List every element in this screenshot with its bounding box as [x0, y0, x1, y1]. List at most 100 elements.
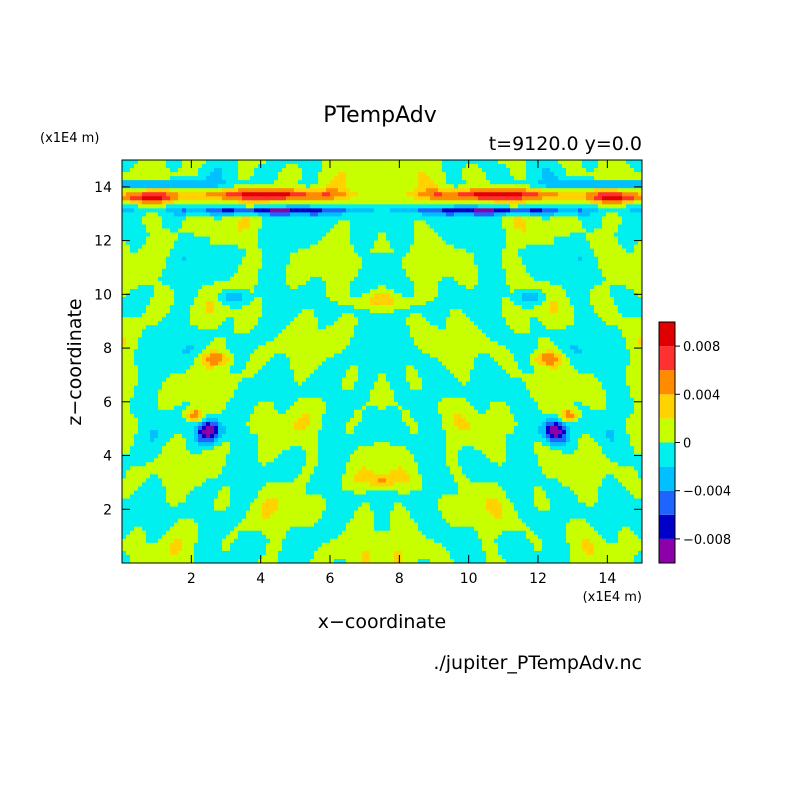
heatmap-cell	[202, 172, 207, 177]
heatmap-cell	[582, 236, 587, 241]
heatmap-cell	[606, 196, 611, 201]
heatmap-cell	[238, 264, 243, 270]
heatmap-cell	[474, 208, 479, 213]
heatmap-cell	[350, 228, 355, 233]
heatmap-cell	[522, 224, 527, 229]
heatmap-cell	[522, 252, 527, 258]
heatmap-cell	[510, 160, 515, 165]
heatmap-cell	[286, 248, 291, 254]
heatmap-cell	[562, 272, 567, 278]
heatmap-cell	[494, 276, 499, 282]
heatmap-cell	[414, 172, 419, 177]
heatmap-cell	[558, 292, 563, 298]
heatmap-cell	[434, 176, 439, 181]
heatmap-cell	[562, 224, 567, 229]
heatmap-cell	[386, 272, 391, 278]
heatmap-cell	[190, 309, 195, 314]
heatmap-cell	[606, 260, 611, 266]
heatmap-cell	[454, 168, 459, 173]
heatmap-cell	[598, 284, 603, 290]
heatmap-cell	[550, 220, 555, 225]
heatmap-cell	[534, 172, 539, 177]
heatmap-cell	[558, 297, 563, 302]
heatmap-cell	[410, 188, 415, 193]
heatmap-cell	[258, 188, 263, 193]
heatmap-cell	[170, 232, 175, 237]
heatmap-cell	[254, 288, 259, 294]
heatmap-cell	[474, 188, 479, 193]
heatmap-cell	[306, 244, 311, 250]
heatmap-cell	[394, 160, 399, 165]
heatmap-cell	[214, 252, 219, 258]
heatmap-cell	[218, 252, 223, 258]
heatmap-cell	[422, 164, 427, 169]
heatmap-cell	[262, 164, 267, 169]
heatmap-cell	[546, 220, 551, 225]
heatmap-cell	[582, 305, 587, 310]
heatmap-cell	[354, 280, 359, 286]
heatmap-cell	[330, 184, 335, 189]
heatmap-cell	[370, 280, 375, 286]
heatmap-cell	[190, 292, 195, 298]
heatmap-cell	[338, 252, 343, 258]
heatmap-cell	[434, 280, 439, 286]
heatmap-cell	[626, 200, 631, 205]
heatmap-cell	[530, 176, 535, 181]
heatmap-cell	[218, 236, 223, 241]
heatmap-cell	[238, 216, 243, 221]
heatmap-cell	[494, 264, 499, 270]
heatmap-cell	[446, 248, 451, 254]
heatmap-cell	[186, 284, 191, 290]
heatmap-cell	[446, 204, 451, 209]
heatmap-cell	[450, 256, 455, 262]
heatmap-cell	[278, 244, 283, 250]
heatmap-cell	[186, 305, 191, 310]
heatmap-cell	[614, 164, 619, 169]
heatmap-cell	[182, 220, 187, 225]
heatmap-cell	[178, 297, 183, 302]
heatmap-cell	[254, 164, 259, 169]
heatmap-cell	[178, 240, 183, 246]
heatmap-cell	[542, 288, 547, 294]
heatmap-cell	[458, 160, 463, 165]
heatmap-cell	[362, 180, 367, 185]
heatmap-cell	[506, 284, 511, 290]
heatmap-cell	[546, 232, 551, 237]
heatmap-cell	[566, 292, 571, 298]
heatmap-cell	[342, 212, 347, 217]
heatmap-cell	[322, 276, 327, 282]
heatmap-cell	[410, 216, 415, 221]
heatmap-cell	[266, 305, 271, 310]
heatmap-cell	[298, 184, 303, 189]
heatmap-cell	[606, 232, 611, 237]
heatmap-cell	[506, 297, 511, 302]
heatmap-cell	[290, 256, 295, 262]
heatmap-cell	[422, 292, 427, 298]
heatmap-cell	[282, 224, 287, 229]
heatmap-cell	[538, 301, 543, 306]
heatmap-cell	[190, 297, 195, 302]
heatmap-cell	[558, 240, 563, 246]
heatmap-cell	[450, 176, 455, 181]
heatmap-cell	[498, 200, 503, 205]
heatmap-cell	[202, 176, 207, 181]
heatmap-cell	[242, 236, 247, 241]
heatmap-cell	[586, 168, 591, 173]
heatmap-cell	[530, 309, 535, 314]
heatmap-cell	[514, 204, 519, 209]
heatmap-cell	[466, 240, 471, 246]
heatmap-cell	[382, 236, 387, 241]
heatmap-cell	[474, 244, 479, 250]
heatmap-cell	[362, 188, 367, 193]
heatmap-cell	[606, 240, 611, 246]
heatmap-cell	[574, 280, 579, 286]
heatmap-cell	[186, 272, 191, 278]
heatmap-cell	[402, 220, 407, 225]
heatmap-cell	[598, 248, 603, 254]
heatmap-cell	[566, 204, 571, 209]
heatmap-cell	[538, 236, 543, 241]
heatmap-cell	[486, 268, 491, 274]
heatmap-cell	[478, 260, 483, 266]
heatmap-cell	[450, 212, 455, 217]
heatmap-cell	[174, 292, 179, 298]
